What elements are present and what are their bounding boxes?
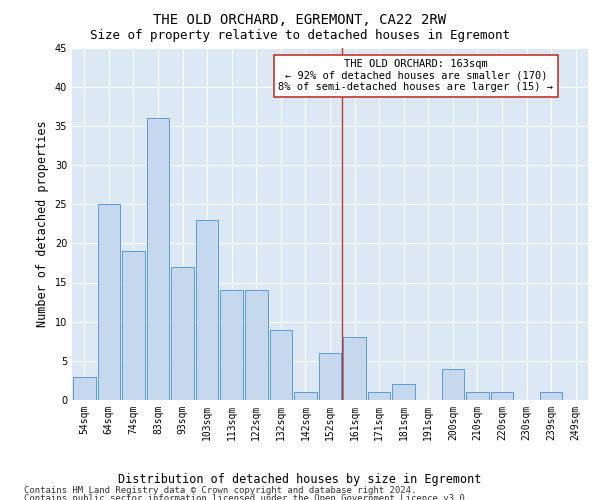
Bar — [392, 384, 415, 400]
Bar — [122, 251, 145, 400]
Y-axis label: Number of detached properties: Number of detached properties — [36, 120, 49, 327]
Text: THE OLD ORCHARD, EGREMONT, CA22 2RW: THE OLD ORCHARD, EGREMONT, CA22 2RW — [154, 12, 446, 26]
Bar — [269, 330, 292, 400]
Bar — [73, 376, 95, 400]
Bar — [245, 290, 268, 400]
Bar — [368, 392, 391, 400]
Bar — [319, 353, 341, 400]
Bar — [491, 392, 514, 400]
Bar — [442, 368, 464, 400]
Text: Distribution of detached houses by size in Egremont: Distribution of detached houses by size … — [118, 472, 482, 486]
Bar — [146, 118, 169, 400]
Text: THE OLD ORCHARD: 163sqm
← 92% of detached houses are smaller (170)
8% of semi-de: THE OLD ORCHARD: 163sqm ← 92% of detache… — [278, 59, 554, 92]
Bar — [171, 267, 194, 400]
Text: Contains HM Land Registry data © Crown copyright and database right 2024.: Contains HM Land Registry data © Crown c… — [24, 486, 416, 495]
Bar — [220, 290, 243, 400]
Bar — [196, 220, 218, 400]
Bar — [540, 392, 562, 400]
Bar — [294, 392, 317, 400]
Bar — [343, 338, 366, 400]
Text: Size of property relative to detached houses in Egremont: Size of property relative to detached ho… — [90, 29, 510, 42]
Text: Contains public sector information licensed under the Open Government Licence v3: Contains public sector information licen… — [24, 494, 470, 500]
Bar — [466, 392, 489, 400]
Bar — [98, 204, 120, 400]
